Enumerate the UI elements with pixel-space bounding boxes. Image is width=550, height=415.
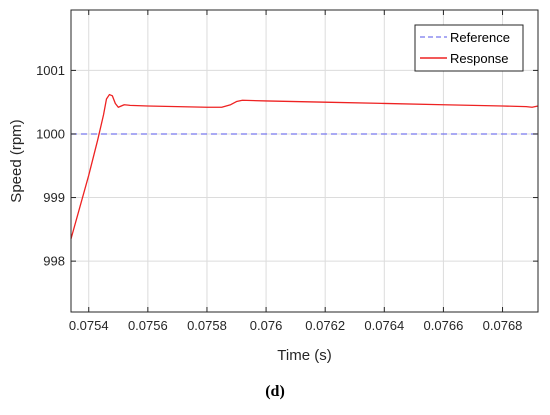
x-tick-label: 0.0766 [424, 318, 464, 333]
series-line-response [70, 93, 539, 240]
y-tick-label: 998 [43, 254, 65, 269]
x-axis-label: Time (s) [277, 347, 331, 364]
x-tick-label: 0.0762 [305, 318, 345, 333]
y-axis-label: Speed (rpm) [8, 119, 25, 202]
x-tick-label: 0.0758 [187, 318, 227, 333]
y-tick-label: 1000 [36, 126, 65, 141]
axis-ticks: 0.0754 0.0756 0.0758 0.076 0.0762 0.0764 0.076… [36, 10, 538, 333]
x-tick-label: 0.0756 [128, 318, 168, 333]
x-tick-label: 0.0768 [483, 318, 523, 333]
x-tick-label: 0.0764 [364, 318, 404, 333]
legend: Reference Response [414, 24, 524, 72]
x-tick-label: 0.076 [250, 318, 283, 333]
series-layer [70, 93, 539, 240]
plot-frame [70, 9, 539, 313]
legend-label-reference: Reference [450, 30, 510, 45]
y-tick-label: 999 [43, 190, 65, 205]
x-tick-label: 0.0754 [69, 318, 109, 333]
legend-box [414, 24, 524, 72]
figure-caption: (d) [265, 383, 285, 400]
legend-label-response: Response [450, 51, 509, 66]
y-tick-label: 1001 [36, 63, 65, 78]
